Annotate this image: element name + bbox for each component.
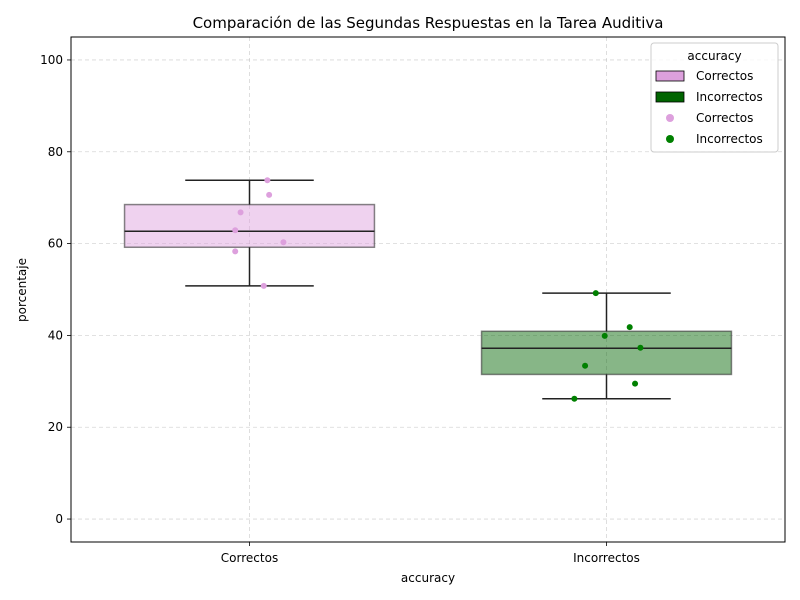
- y-tick-label: 80: [48, 145, 63, 159]
- legend-label: Incorrectos: [696, 132, 763, 146]
- x-tick-label: Correctos: [221, 551, 278, 565]
- y-tick-label: 0: [55, 512, 63, 526]
- box-body: [480, 330, 733, 376]
- box-body: [123, 203, 376, 249]
- data-point: [626, 324, 633, 331]
- box-incorrectos: [480, 292, 733, 400]
- legend-patch: [655, 70, 685, 82]
- y-tick-label: 20: [48, 420, 63, 434]
- data-point: [232, 227, 239, 234]
- data-point: [601, 332, 608, 339]
- legend-patch: [655, 91, 685, 103]
- x-tick-label: Incorrectos: [573, 551, 640, 565]
- legend-marker: [666, 114, 674, 122]
- x-axis-label: accuracy: [401, 571, 455, 585]
- data-point: [264, 177, 271, 184]
- legend-marker: [666, 135, 674, 143]
- legend-frame: [650, 42, 779, 153]
- points-layer: [232, 177, 644, 402]
- chart-title: Comparación de las Segundas Respuestas e…: [193, 14, 664, 32]
- data-point: [237, 209, 244, 216]
- data-point: [266, 191, 273, 198]
- x-axis: Correctos Incorrectos: [221, 542, 640, 565]
- y-axis: 0 20 40 60 80 100: [40, 53, 71, 526]
- data-point: [232, 248, 239, 255]
- legend-label: Correctos: [696, 111, 753, 125]
- boxes-layer: [123, 179, 733, 400]
- legend-title: accuracy: [687, 49, 741, 63]
- data-point: [280, 239, 287, 246]
- y-axis-label: porcentaje: [15, 258, 29, 322]
- data-point: [260, 282, 267, 289]
- y-tick-label: 40: [48, 328, 63, 342]
- data-point: [592, 290, 599, 297]
- data-point: [582, 362, 589, 369]
- y-tick-label: 60: [48, 237, 63, 251]
- box-correctos: [123, 179, 376, 287]
- plot-frame: [70, 36, 786, 543]
- legend-label: Incorrectos: [696, 90, 763, 104]
- grid-lines: [71, 37, 785, 542]
- data-point: [632, 380, 639, 387]
- data-point: [637, 344, 644, 351]
- data-point: [571, 395, 578, 402]
- legend-label: Correctos: [696, 69, 753, 83]
- legend: accuracy Correctos Incorrectos Correctos Inc…: [650, 42, 779, 153]
- y-tick-label: 100: [40, 53, 63, 67]
